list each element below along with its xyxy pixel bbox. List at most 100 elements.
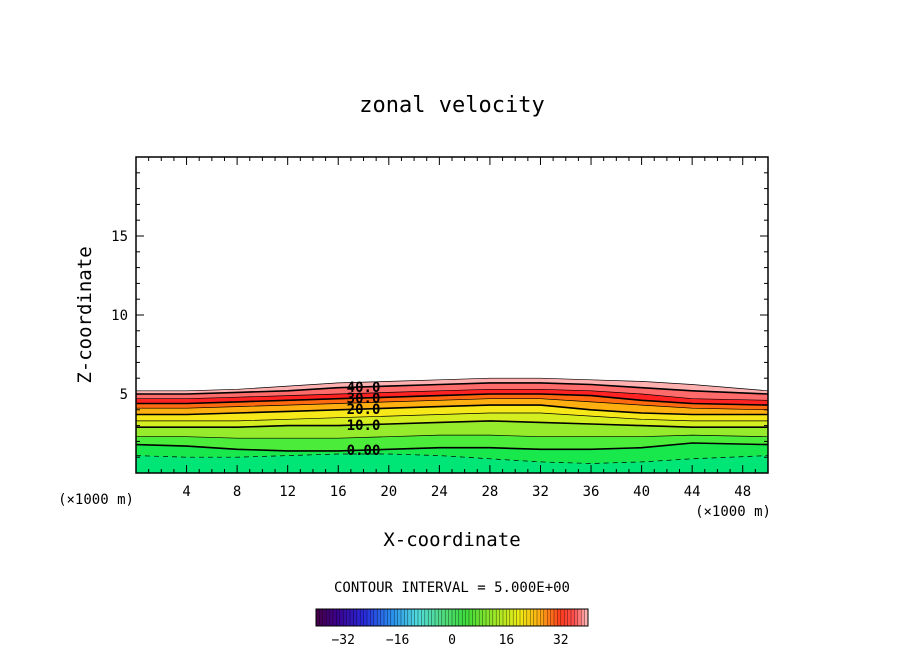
- colorbar-swatch: [435, 609, 439, 626]
- colorbar-swatch: [540, 609, 545, 626]
- colorbar-swatch: [554, 609, 558, 626]
- colorbar-swatch: [526, 609, 531, 626]
- colorbar-swatch: [486, 609, 490, 626]
- colorbar-swatch: [377, 609, 381, 626]
- colorbar-swatch: [533, 609, 538, 626]
- x-tick-label: 20: [380, 484, 397, 500]
- colorbar-swatch: [438, 609, 443, 626]
- y-axis-ticks: 5 10 15: [111, 172, 768, 458]
- x-tick-label: 32: [532, 484, 549, 500]
- colorbar-swatch: [475, 609, 480, 626]
- colorbar-swatch: [404, 609, 409, 626]
- colorbar-swatch: [418, 609, 422, 626]
- colorbar-swatch: [373, 609, 378, 626]
- colorbar-swatch: [356, 609, 361, 626]
- colorbar-swatch: [520, 609, 524, 626]
- colorbar-swatch: [567, 609, 572, 626]
- colorbar-swatch: [462, 609, 466, 626]
- colorbar-swatch: [492, 609, 497, 626]
- x-unit-label: (×1000 m): [58, 492, 134, 508]
- colorbar-swatch: [394, 609, 398, 626]
- colorbar-tick-label: 16: [499, 633, 515, 648]
- colorbar-swatch: [441, 609, 446, 626]
- colorbar-swatch: [560, 609, 565, 626]
- colorbar-swatch: [537, 609, 541, 626]
- y-tick-label: 10: [111, 308, 128, 324]
- contour-label-30: 30.0: [347, 391, 381, 407]
- colorbar-swatch: [353, 609, 358, 626]
- colorbar-swatch: [509, 609, 514, 626]
- colorbar-swatch: [455, 609, 460, 626]
- contour-line-25: [136, 398, 769, 411]
- colorbar-swatch: [516, 609, 521, 626]
- colorbar-swatch: [564, 609, 568, 626]
- colorbar-swatch: [363, 609, 368, 626]
- contour-fill--2: [136, 454, 768, 473]
- colorbar-swatch: [506, 609, 511, 626]
- x-tick-label: 16: [330, 484, 347, 500]
- colorbar-swatch: [571, 609, 575, 626]
- colorbar-swatch: [316, 609, 320, 626]
- x-tick-label: 4: [182, 484, 190, 500]
- colorbar-swatch: [343, 609, 347, 626]
- colorbar-swatch: [557, 609, 562, 626]
- colorbar-swatch: [577, 609, 582, 626]
- contour-interval-text: CONTOUR INTERVAL = 5.000E+00: [334, 580, 570, 596]
- colorbar-ticks: −32 −16 0 16 32: [331, 633, 568, 648]
- colorbar-swatch: [370, 609, 375, 626]
- x-tick-label: 48: [734, 484, 751, 500]
- colorbar-swatch: [458, 609, 463, 626]
- colorbar-swatch: [499, 609, 504, 626]
- x-tick-label: 40: [633, 484, 650, 500]
- colorbar-swatch: [360, 609, 364, 626]
- colorbar-swatch: [407, 609, 412, 626]
- contour-line-15: [136, 412, 768, 422]
- colorbar-swatch: [414, 609, 419, 626]
- x-tick-label: 24: [431, 484, 448, 500]
- colorbar-swatch: [472, 609, 477, 626]
- x-tick-label: 8: [233, 484, 241, 500]
- colorbar-swatch: [380, 609, 385, 626]
- x-unit-label-right: (×1000 m): [695, 504, 771, 520]
- colorbar-swatch: [574, 609, 579, 626]
- y-tick-label: 15: [111, 229, 128, 245]
- colorbar-swatch: [543, 609, 548, 626]
- contour-line-5: [136, 434, 769, 439]
- colorbar-swatch: [513, 609, 517, 626]
- y-tick-label: 5: [120, 387, 128, 403]
- x-tick-label: 44: [684, 484, 701, 500]
- colorbar-swatch: [346, 609, 351, 626]
- colorbar-swatch: [452, 609, 456, 626]
- contour-lines: [135, 377, 769, 464]
- colorbar-swatch: [448, 609, 453, 626]
- colorbar: [315, 608, 589, 627]
- contour-line-20: [136, 404, 768, 416]
- colorbar-swatch: [482, 609, 487, 626]
- colorbar-swatch: [503, 609, 507, 626]
- colorbar-swatch: [428, 609, 432, 626]
- colorbar-swatch: [550, 609, 555, 626]
- colorbar-swatch: [421, 609, 426, 626]
- x-axis-ticks: 4 8 12 16 20 24 28 32 36 40 44 48: [148, 157, 756, 500]
- contour-label-0: 0.00: [347, 443, 381, 459]
- contour-fills: [136, 378, 768, 473]
- colorbar-swatch: [401, 609, 405, 626]
- colorbar-swatch: [445, 609, 449, 626]
- colorbar-tick-label: 32: [553, 633, 569, 648]
- contour-line-10: [136, 420, 768, 428]
- contour-labels: 40.030.020.010.0 0.00: [347, 380, 381, 459]
- contour-line--2: [135, 453, 769, 464]
- colorbar-swatch: [339, 609, 344, 626]
- contour-line-0: [135, 442, 769, 452]
- colorbar-swatch: [322, 609, 327, 626]
- colorbar-swatch: [333, 609, 337, 626]
- colorbar-swatch: [336, 609, 341, 626]
- contour-line-35: [136, 388, 769, 401]
- colorbar-swatch: [523, 609, 528, 626]
- chart-title: zonal velocity: [359, 93, 544, 118]
- x-axis-title: X-coordinate: [383, 529, 520, 551]
- colorbar-swatch: [431, 609, 436, 626]
- contour-label-40: 40.0: [347, 380, 381, 396]
- colorbar-swatch: [547, 609, 551, 626]
